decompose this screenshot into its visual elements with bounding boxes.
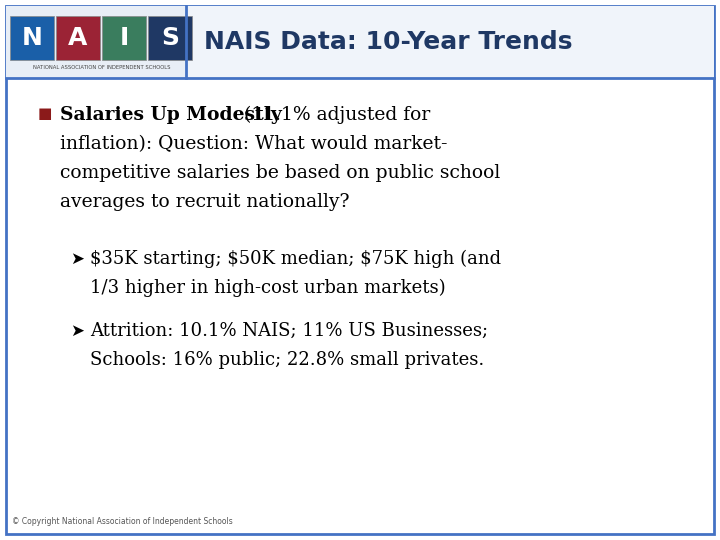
Text: NATIONAL ASSOCIATION OF INDEPENDENT SCHOOLS: NATIONAL ASSOCIATION OF INDEPENDENT SCHO…: [33, 65, 171, 70]
Text: 1/3 higher in high-cost urban markets): 1/3 higher in high-cost urban markets): [90, 279, 446, 297]
Text: Attrition: 10.1% NAIS; 11% US Businesses;: Attrition: 10.1% NAIS; 11% US Businesses…: [90, 322, 488, 340]
Text: A: A: [68, 26, 88, 50]
Text: ➤: ➤: [70, 322, 84, 340]
Text: inflation): Question: What would market-: inflation): Question: What would market-: [60, 135, 448, 153]
Text: (11.1% adjusted for: (11.1% adjusted for: [238, 106, 431, 124]
Text: NAIS Data: 10-Year Trends: NAIS Data: 10-Year Trends: [204, 30, 572, 54]
Text: competitive salaries be based on public school: competitive salaries be based on public …: [60, 164, 500, 182]
Text: ■: ■: [38, 106, 53, 121]
Bar: [148, 16, 192, 60]
Text: $35K starting; $50K median; $75K high (and: $35K starting; $50K median; $75K high (a…: [90, 250, 501, 268]
Bar: [6, 6, 186, 78]
Text: S: S: [161, 26, 179, 50]
Text: Schools: 16% public; 22.8% small privates.: Schools: 16% public; 22.8% small private…: [90, 351, 485, 369]
Bar: [6, 6, 714, 78]
Text: averages to recruit nationally?: averages to recruit nationally?: [60, 193, 349, 211]
Text: I: I: [120, 26, 129, 50]
Text: N: N: [22, 26, 42, 50]
Bar: [56, 16, 100, 60]
Text: Salaries Up Modestly: Salaries Up Modestly: [60, 106, 282, 124]
Bar: [10, 16, 54, 60]
Text: ➤: ➤: [70, 250, 84, 268]
Text: © Copyright National Association of Independent Schools: © Copyright National Association of Inde…: [12, 517, 233, 526]
Bar: [102, 16, 146, 60]
